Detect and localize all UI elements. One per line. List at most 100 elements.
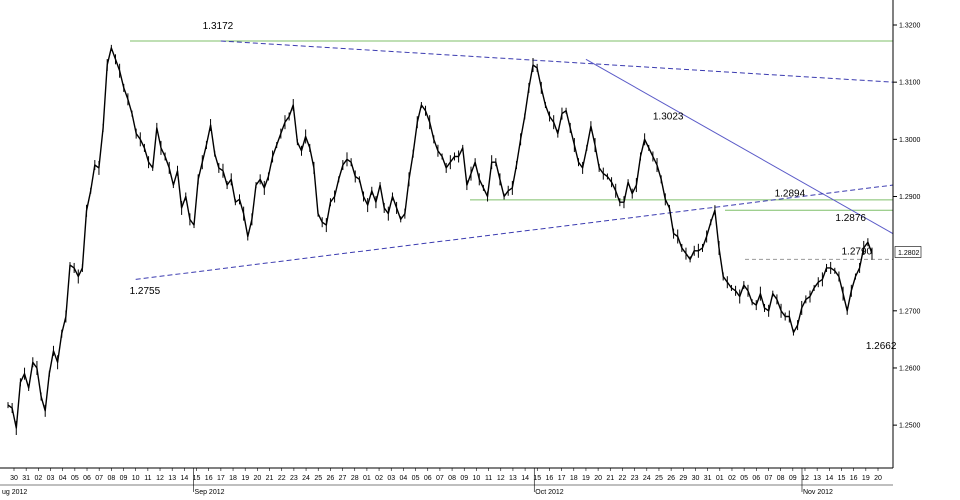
x-day-label: 22 [278, 475, 286, 482]
x-day-label: 18 [229, 475, 237, 482]
x-day-label: 15 [533, 475, 541, 482]
y-tick-label: 1.3000 [899, 137, 921, 144]
x-month-label: Sep 2012 [195, 489, 225, 496]
x-day-label: 05 [740, 475, 748, 482]
x-day-label: 20 [594, 475, 602, 482]
x-day-label: 13 [813, 475, 821, 482]
x-day-label: 20 [874, 475, 882, 482]
x-day-label: 21 [266, 475, 274, 482]
x-day-label: 05 [71, 475, 79, 482]
y-tick-label: 1.2700 [899, 308, 921, 315]
x-day-label: 30 [10, 475, 18, 482]
price-annotation: 1.2790 [841, 246, 872, 257]
x-day-label: 07 [95, 475, 103, 482]
x-day-label: 14 [521, 475, 529, 482]
price-line [7, 47, 873, 429]
x-day-label: 12 [497, 475, 505, 482]
x-day-label: 28 [351, 475, 359, 482]
x-day-label: 06 [83, 475, 91, 482]
x-day-label: 13 [509, 475, 517, 482]
x-day-label: 10 [132, 475, 140, 482]
x-day-label: 21 [606, 475, 614, 482]
x-day-label: 11 [144, 475, 151, 482]
price-annotation: 1.2755 [130, 286, 161, 297]
x-day-label: 11 [485, 475, 492, 482]
x-day-label: 14 [825, 475, 833, 482]
x-day-label: 08 [777, 475, 785, 482]
x-day-label: 09 [789, 475, 797, 482]
x-day-label: 17 [217, 475, 225, 482]
price-annotation: 1.2662 [866, 341, 897, 352]
x-day-label: 19 [862, 475, 870, 482]
x-day-label: 12 [801, 475, 809, 482]
x-day-label: 08 [107, 475, 115, 482]
y-axis: 1.3200 1.3100 1.3000 1.2900 1.2700 1.2600 1.25… [892, 0, 922, 468]
x-month-label: ug 2012 [2, 489, 27, 496]
x-day-label: 16 [205, 475, 213, 482]
x-day-label: 07 [765, 475, 773, 482]
x-day-label: 22 [619, 475, 627, 482]
x-day-label: 18 [570, 475, 578, 482]
x-day-label: 26 [326, 475, 334, 482]
current-price-box [894, 246, 922, 258]
x-day-label: 30 [692, 475, 700, 482]
x-day-label: 04 [400, 475, 408, 482]
x-day-label: 02 [375, 475, 383, 482]
price-annotation: 1.2894 [775, 189, 806, 200]
x-month-label: Oct 2012 [535, 489, 564, 496]
y-tick-label: 1.3100 [899, 80, 921, 87]
y-tick-label: 1.2600 [899, 365, 921, 372]
x-day-label: 29 [679, 475, 687, 482]
x-day-label: 09 [120, 475, 128, 482]
x-day-label: 16 [850, 475, 858, 482]
trend-lines [135, 40, 894, 280]
y-tick-label: 1.2900 [899, 194, 921, 201]
x-day-label: 17 [558, 475, 566, 482]
x-day-label: 31 [22, 475, 30, 482]
x-day-label: 16 [546, 475, 554, 482]
x-day-label: 25 [655, 475, 663, 482]
x-day-label: 15 [193, 475, 201, 482]
x-day-label: 08 [448, 475, 456, 482]
x-day-label: 19 [582, 475, 590, 482]
x-day-label: 15 [838, 475, 846, 482]
y-tick-label: 1.2500 [899, 423, 921, 430]
x-day-label: 01 [363, 475, 371, 482]
x-day-label: 31 [704, 475, 712, 482]
price-annotation: 1.3172 [203, 21, 234, 32]
x-day-label: 01 [716, 475, 724, 482]
x-day-label: 09 [460, 475, 468, 482]
horizontal-levels [130, 40, 893, 260]
price-series [7, 44, 873, 435]
x-day-label: 02 [34, 475, 42, 482]
x-day-label: 25 [314, 475, 322, 482]
x-day-label: 07 [436, 475, 444, 482]
x-day-label: 13 [168, 475, 176, 482]
x-day-label: 19 [241, 475, 249, 482]
price-annotations: 1.3172 1.2755 1.3023 1.2894 1.2876 1.2790 1.26… [130, 21, 897, 352]
x-day-label: 24 [302, 475, 310, 482]
trend-line [585, 58, 894, 235]
x-axis: 30 31 02 03 04 05 06 07 08 09 10 11 12 13 14 15 16 17 18 19… [0, 467, 893, 496]
trend-line [135, 184, 894, 280]
x-month-label: Nov 2012 [803, 489, 833, 496]
x-day-label: 03 [387, 475, 395, 482]
x-day-label: 06 [752, 475, 760, 482]
x-day-label: 24 [643, 475, 651, 482]
price-annotation: 1.3023 [653, 111, 684, 122]
x-day-label: 03 [47, 475, 55, 482]
price-annotation: 1.2876 [835, 213, 866, 224]
x-day-label: 20 [253, 475, 261, 482]
current-price-label: 1.2802 [898, 250, 920, 257]
y-tick-label: 1.3200 [899, 23, 921, 30]
x-day-label: 06 [424, 475, 432, 482]
x-day-label: 04 [59, 475, 67, 482]
x-day-label: 23 [631, 475, 639, 482]
x-day-label: 27 [339, 475, 347, 482]
x-day-label: 05 [412, 475, 420, 482]
trend-line [220, 40, 894, 83]
x-day-label: 23 [290, 475, 298, 482]
x-day-label: 02 [728, 475, 736, 482]
x-day-label: 14 [180, 475, 188, 482]
